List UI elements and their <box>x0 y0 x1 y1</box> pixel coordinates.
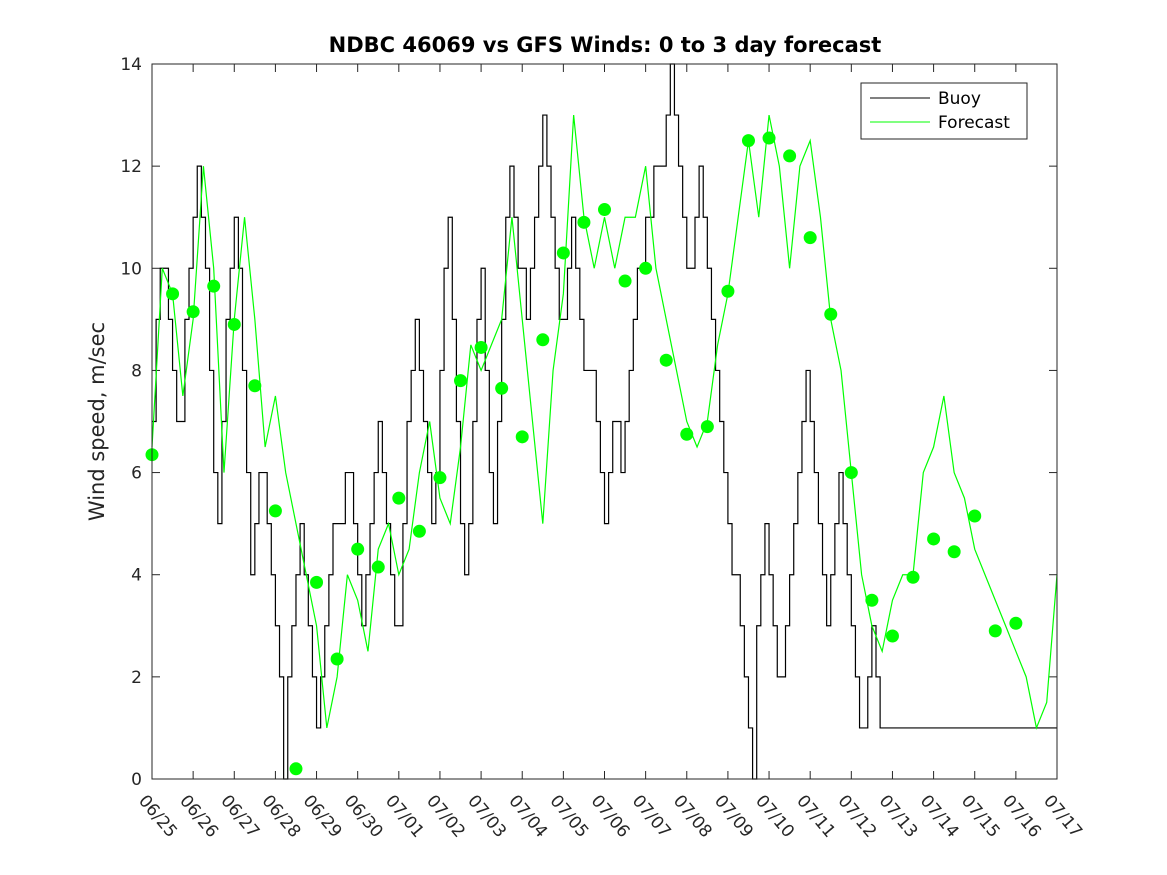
forecast-marker <box>515 430 529 444</box>
forecast-marker <box>536 333 550 347</box>
forecast-marker <box>721 284 735 298</box>
forecast-marker <box>803 231 817 245</box>
forecast-marker <box>844 466 858 480</box>
forecast-marker <box>351 542 365 556</box>
forecast-marker <box>392 491 406 505</box>
plot-frame <box>151 63 1058 780</box>
series-line-buoy <box>152 63 1057 780</box>
y-axis-label: Wind speed, m/sec <box>85 322 109 521</box>
forecast-marker <box>310 575 324 589</box>
forecast-marker <box>988 624 1002 638</box>
chart-title: NDBC 46069 vs GFS Winds: 0 to 3 day fore… <box>329 33 882 57</box>
y-tick-label: 6 <box>131 464 142 484</box>
forecast-marker <box>824 307 838 321</box>
forecast-marker <box>268 504 282 518</box>
series-line-forecast <box>151 114 1058 731</box>
forecast-marker <box>762 131 776 145</box>
forecast-marker <box>227 317 241 331</box>
forecast-marker <box>412 524 426 538</box>
forecast-marker <box>618 274 632 288</box>
marker-group <box>145 131 1023 776</box>
forecast-marker <box>454 374 468 388</box>
forecast-marker <box>680 427 694 441</box>
y-tick-label: 10 <box>120 259 142 279</box>
legend-box <box>860 82 1028 140</box>
forecast-marker <box>186 305 200 319</box>
forecast-marker <box>371 560 385 574</box>
legend-label-buoy: Buoy <box>938 89 981 109</box>
forecast-marker <box>927 532 941 546</box>
forecast-marker <box>947 545 961 559</box>
forecast-marker <box>556 246 570 260</box>
forecast-marker <box>865 593 879 607</box>
y-tick-label: 0 <box>131 770 142 790</box>
series-group <box>151 63 1058 780</box>
forecast-marker <box>885 629 899 643</box>
y-tick-label: 8 <box>131 361 142 381</box>
y-tick-label: 4 <box>131 566 142 586</box>
forecast-marker <box>433 471 447 485</box>
forecast-marker <box>700 420 714 434</box>
forecast-marker <box>474 340 488 354</box>
forecast-marker <box>741 134 755 148</box>
forecast-marker <box>207 279 221 293</box>
forecast-marker <box>495 381 509 395</box>
forecast-marker <box>330 652 344 666</box>
forecast-marker <box>289 762 303 776</box>
forecast-marker <box>783 149 797 163</box>
y-tick-label: 14 <box>120 55 142 75</box>
forecast-marker <box>166 287 180 301</box>
forecast-marker <box>248 379 262 393</box>
forecast-marker <box>659 353 673 367</box>
legend-label-forecast: Forecast <box>938 113 1010 133</box>
forecast-marker <box>639 261 653 275</box>
y-tick-label: 2 <box>131 668 142 688</box>
forecast-marker <box>577 215 591 229</box>
legend: Buoy Forecast <box>860 82 1028 140</box>
forecast-marker <box>598 203 611 217</box>
forecast-marker <box>906 570 920 584</box>
forecast-marker <box>968 509 982 523</box>
forecast-marker <box>1009 616 1023 630</box>
y-tick-label: 12 <box>120 157 142 177</box>
plot-area <box>152 64 1057 779</box>
